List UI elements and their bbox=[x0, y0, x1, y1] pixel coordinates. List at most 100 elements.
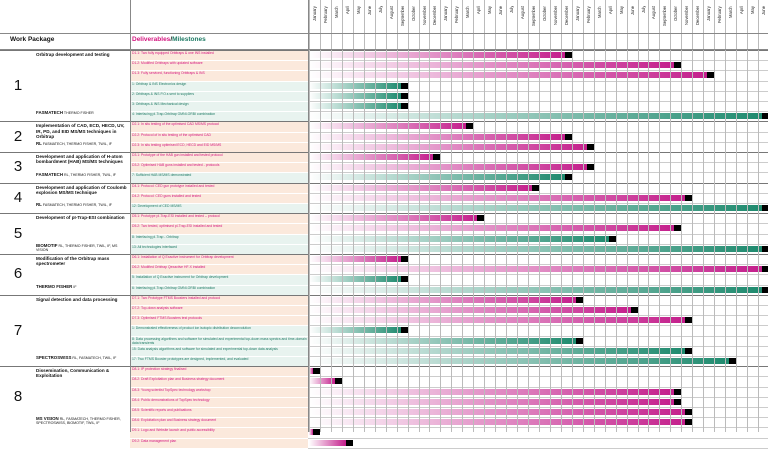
milestone-bar bbox=[309, 92, 408, 99]
deliverable-label: D6.2: Modified Orbitrap Qexactive HF-X i… bbox=[130, 265, 308, 275]
grid-vline bbox=[648, 0, 650, 432]
workpackage-title: Signal detection and data processing bbox=[36, 296, 118, 302]
deliverable-label: D2.1: In situ testing of the optimised C… bbox=[130, 122, 308, 132]
grid-vline bbox=[560, 0, 562, 432]
workpackage-lead: FASMATECH bbox=[36, 171, 63, 177]
deliverable-bar bbox=[309, 133, 572, 140]
milestone-bar bbox=[309, 286, 768, 293]
deliverable-label: D6.1: Installation of Q Exactive instrum… bbox=[130, 255, 308, 265]
milestone-bar bbox=[309, 276, 408, 283]
workpackage-rule bbox=[0, 182, 768, 184]
deliverable-bar bbox=[309, 225, 682, 232]
grid-vline bbox=[341, 0, 343, 432]
grid-vline bbox=[725, 0, 727, 432]
row-rule bbox=[308, 192, 768, 194]
deliverable-bar bbox=[309, 123, 474, 130]
grid-vline bbox=[484, 0, 486, 432]
deliverable-bar bbox=[309, 184, 539, 191]
deadline-marker bbox=[586, 143, 594, 150]
milestone-label: 5: Installation of Q Exactive instrument… bbox=[130, 275, 308, 285]
workpackage-number: 6 bbox=[13, 265, 23, 283]
deliverable-label: D4.1: Protocol: CED gun prototype instal… bbox=[130, 183, 308, 193]
deliverables-header-label: Deliverables bbox=[132, 36, 171, 43]
row-rule bbox=[308, 223, 768, 225]
workpackage-number: 8 bbox=[13, 387, 23, 405]
deadline-marker bbox=[674, 225, 682, 232]
milestone-label: 1: Demonstrated effectiveness of product… bbox=[130, 326, 308, 336]
deadline-marker bbox=[608, 235, 616, 242]
workpackage-number: 1 bbox=[13, 76, 23, 94]
milestone-label: 8: Interfacing pI-Trap - Orbitrap bbox=[130, 234, 308, 244]
row-rule bbox=[308, 233, 768, 235]
row-rule bbox=[308, 203, 768, 204]
deadline-marker bbox=[575, 296, 583, 303]
milestone-bar bbox=[309, 347, 693, 354]
workpackage-title: Development of pI-Trap-ESI combination bbox=[36, 215, 125, 221]
workpackage-title: Dissemination, Communication & Exploitat… bbox=[36, 368, 110, 379]
deliverable-label: D2.2: Protocol of in situ testing of the… bbox=[130, 132, 308, 142]
workpackage-partners: RL FASMATECH, THERMO FISHER, TWIL, IF bbox=[36, 202, 128, 208]
workpackage-lead: THERMO FISHER bbox=[36, 283, 73, 289]
grid-vline bbox=[517, 0, 519, 432]
workpackage-partner-list: RL, THERMO FISHER, TWIL, IF bbox=[63, 172, 116, 177]
grid-vline bbox=[681, 0, 683, 432]
milestone-label: 3: Orbitraps & INS Mechanical design bbox=[130, 102, 308, 112]
deadline-marker bbox=[477, 215, 485, 222]
grid-vline bbox=[528, 0, 529, 432]
row-rule bbox=[308, 396, 768, 398]
workpackage-lead: RL bbox=[36, 141, 42, 146]
row-rule bbox=[308, 264, 768, 266]
deadline-marker bbox=[674, 398, 682, 405]
deliverable-bar bbox=[309, 143, 594, 150]
workpackage-partner-list: FASMATECH, THERMO FISHER, TWIL, IF bbox=[41, 203, 112, 208]
grid-vline bbox=[659, 0, 661, 432]
grid-vline bbox=[440, 0, 442, 432]
workpackage-lead: MS VISION bbox=[36, 416, 59, 422]
deliverable-label: D1.2: Modified Orbitraps with updated so… bbox=[130, 61, 308, 71]
grid-vline bbox=[352, 0, 354, 432]
row-rule bbox=[308, 90, 768, 92]
row-rule bbox=[308, 111, 768, 113]
deadline-marker bbox=[761, 205, 768, 211]
workpackage-partner-list: RL, THERMO FISHER, TWIL, IF, MS VISION bbox=[36, 244, 118, 252]
milestone-bar bbox=[309, 245, 768, 252]
workpackage-title: Development and application of Coulomb e… bbox=[36, 184, 127, 195]
deliverables-column-header: Deliverables/Milestones bbox=[132, 36, 206, 43]
deadline-marker bbox=[575, 337, 583, 344]
grid-vline bbox=[396, 0, 398, 432]
workpackage-partner-list: RL, FASMATECH, THERMO FISHER, SPECTROSWI… bbox=[36, 417, 121, 426]
deliverable-bar bbox=[309, 164, 594, 171]
workpackage-partner-list: THERMO FISHER bbox=[63, 111, 94, 116]
milestone-bar bbox=[309, 174, 572, 181]
grid-vline bbox=[385, 0, 387, 432]
grid-vline bbox=[330, 0, 332, 432]
workpackage-rule bbox=[0, 294, 768, 296]
deadline-marker bbox=[531, 184, 539, 191]
deliverable-label: D2.3: In situ testing optimised ECD, HEC… bbox=[130, 142, 308, 152]
grid-vline bbox=[747, 0, 748, 432]
workpackage-lead: FASMATECH bbox=[36, 110, 63, 116]
panel-divider bbox=[130, 0, 131, 432]
grid-vline bbox=[604, 0, 606, 432]
deadline-marker bbox=[564, 52, 572, 58]
deadline-marker bbox=[729, 358, 737, 364]
deadline-marker bbox=[334, 378, 342, 385]
grid-vline bbox=[593, 0, 595, 432]
deadline-marker bbox=[400, 276, 408, 283]
workpackage-number: 2 bbox=[13, 127, 23, 145]
row-rule bbox=[308, 345, 768, 347]
deliverable-bar bbox=[309, 439, 353, 446]
workpackage-rule bbox=[0, 121, 768, 123]
deadline-marker bbox=[400, 327, 408, 334]
milestone-bar bbox=[309, 358, 737, 364]
deadline-marker bbox=[400, 256, 408, 262]
milestone-label: 8: Data processing algorithms and softwa… bbox=[130, 336, 308, 346]
deadline-marker bbox=[685, 409, 693, 415]
grid-vline bbox=[714, 0, 716, 432]
deliverable-bar bbox=[309, 215, 485, 222]
grid-vline bbox=[495, 0, 497, 432]
row-rule bbox=[308, 70, 768, 72]
deliverable-label: D8.4: Public demonstrations of TopSpec t… bbox=[130, 397, 308, 407]
workpackage-partners: MS VISION RL, FASMATECH, THERMO FISHER, … bbox=[36, 416, 128, 426]
workpackage-title: Orbitrap development and testing bbox=[36, 52, 110, 57]
